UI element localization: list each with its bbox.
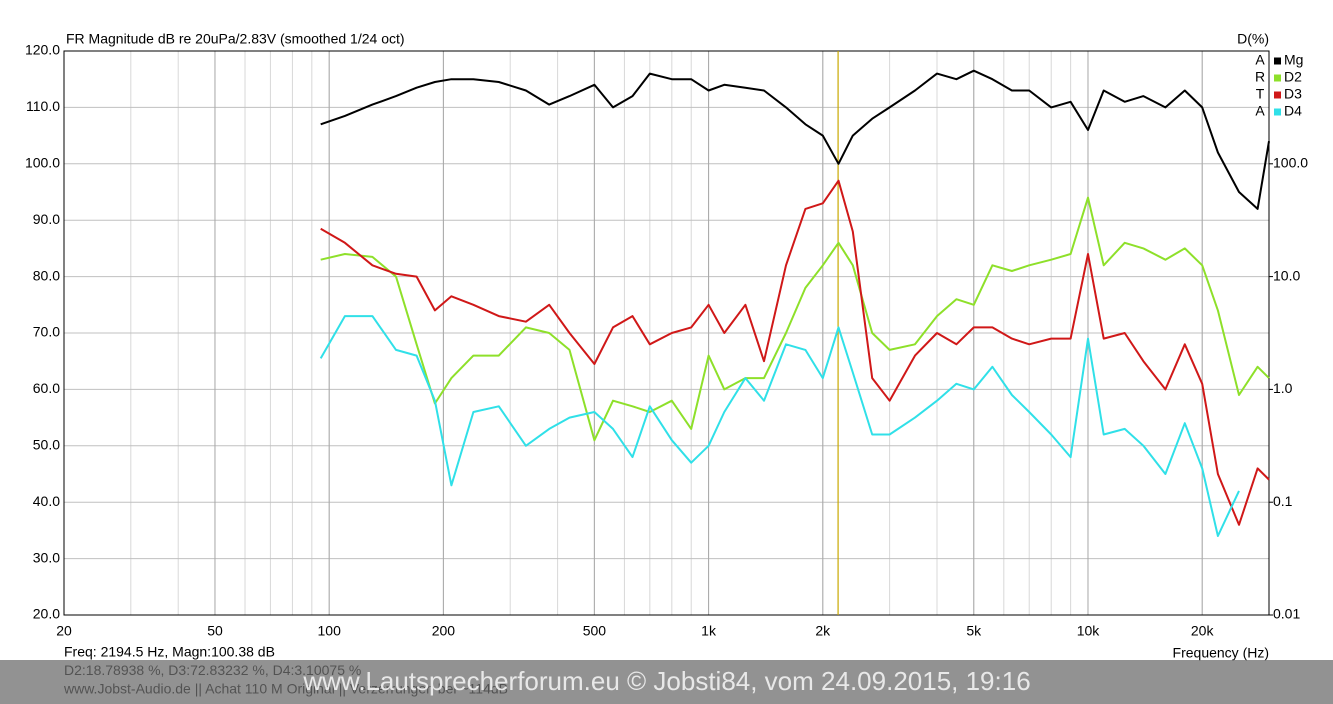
y-tick-label: 120.0 — [25, 42, 60, 58]
brand-letter: T — [1256, 86, 1265, 102]
legend-label: D4 — [1284, 103, 1302, 119]
y-tick-label: 50.0 — [33, 437, 60, 453]
x-tick-label: 1k — [701, 623, 717, 639]
y-tick-label: 60.0 — [33, 380, 60, 396]
y2-tick-label: 100.0 — [1273, 155, 1308, 171]
y-tick-label: 20.0 — [33, 606, 60, 622]
y-tick-label: 100.0 — [25, 155, 60, 171]
legend-swatch — [1274, 108, 1281, 116]
y2-tick-label: 0.1 — [1273, 493, 1293, 509]
legend-label: D2 — [1284, 69, 1302, 85]
legend-swatch — [1274, 57, 1281, 65]
y2-tick-label: 1.0 — [1273, 380, 1293, 396]
y-tick-label: 80.0 — [33, 267, 60, 283]
x-tick-label: 20 — [56, 623, 72, 639]
series-line — [320, 69, 1270, 210]
y-tick-label: 90.0 — [33, 211, 60, 227]
x-tick-label: 500 — [583, 623, 607, 639]
brand-letter: A — [1255, 52, 1265, 68]
legend-label: D3 — [1284, 86, 1302, 102]
series-line — [320, 179, 1270, 526]
y2-tick-label: 0.01 — [1273, 606, 1300, 622]
x-tick-label: 50 — [207, 623, 223, 639]
brand-letter: R — [1255, 69, 1265, 85]
legend-swatch — [1274, 74, 1281, 82]
x-tick-label: 2k — [815, 623, 831, 639]
plot-frame — [63, 50, 1270, 616]
x-axis-title: Frequency (Hz) — [1173, 645, 1269, 661]
y2-tick-label: 10.0 — [1273, 267, 1300, 283]
y-tick-label: 110.0 — [26, 98, 60, 114]
y-tick-label: 70.0 — [33, 324, 60, 340]
series-line — [320, 196, 1270, 442]
y-tick-label: 30.0 — [33, 549, 60, 565]
y2-title: D(%) — [1237, 31, 1269, 47]
legend-label: Mg — [1284, 52, 1303, 68]
x-tick-label: 20k — [1191, 623, 1215, 639]
x-tick-label: 10k — [1077, 623, 1101, 639]
watermark: www.Lautsprecherforum.eu © Jobsti84, vom… — [302, 666, 1030, 696]
watermark-band — [0, 660, 1333, 704]
brand-letter: A — [1255, 103, 1265, 119]
chart-title: FR Magnitude dB re 20uPa/2.83V (smoothed… — [66, 31, 405, 47]
y-tick-label: 40.0 — [33, 493, 60, 509]
x-tick-label: 100 — [318, 623, 342, 639]
x-tick-label: 5k — [966, 623, 982, 639]
legend-swatch — [1274, 91, 1281, 99]
series-line — [319, 315, 1240, 537]
annotation: Freq: 2194.5 Hz, Magn:100.38 dB — [64, 644, 275, 660]
x-tick-label: 200 — [432, 623, 456, 639]
